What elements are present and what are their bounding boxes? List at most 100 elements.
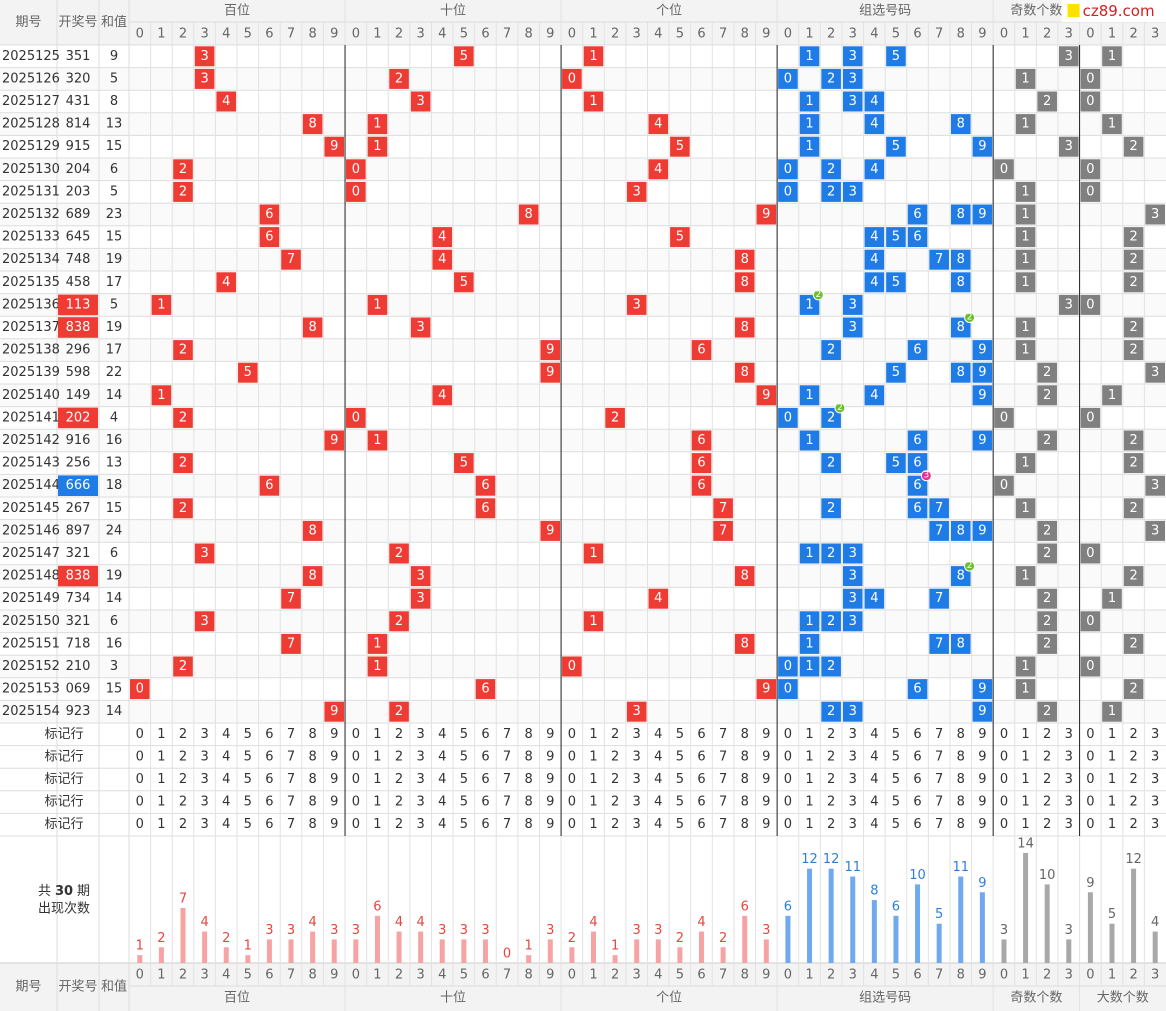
marker-digit: 9 xyxy=(978,817,986,832)
cell-mark xyxy=(799,543,820,564)
marker-digit: 1 xyxy=(157,772,165,787)
cell-mark xyxy=(173,656,193,677)
marker-label: 标记行 xyxy=(44,749,83,764)
marker-digit: 0 xyxy=(568,749,576,764)
marker-digit: 1 xyxy=(157,795,165,810)
column-label: 4 xyxy=(870,27,878,42)
marker-digit: 6 xyxy=(697,772,705,787)
cell-mark xyxy=(821,656,841,677)
cell-mark xyxy=(821,340,841,361)
column-label: 6 xyxy=(913,27,921,42)
count-bar xyxy=(266,939,272,963)
marker-digit: 7 xyxy=(719,749,727,764)
marker-digit: 1 xyxy=(373,727,381,742)
cell-digit: 2 xyxy=(827,704,835,719)
cell-digit: 2 xyxy=(1129,320,1137,335)
marker-digit: 3 xyxy=(417,749,425,764)
marker-digit: 5 xyxy=(244,772,252,787)
marker-digit: 8 xyxy=(525,772,533,787)
column-label: 0 xyxy=(784,27,792,42)
cell-digit: 4 xyxy=(870,275,878,290)
marker-digit: 8 xyxy=(741,749,749,764)
group-title: 十位 xyxy=(440,991,466,1006)
cell-mark xyxy=(1102,114,1122,135)
cell-mark xyxy=(194,46,215,67)
marker-digit: 2 xyxy=(1129,795,1137,810)
column-label: 8 xyxy=(525,968,533,983)
cell-mark xyxy=(1015,340,1036,361)
cell-digit: 6 xyxy=(697,343,705,358)
cell-mark xyxy=(151,294,172,315)
cell-digit: 2 xyxy=(1043,94,1051,109)
marker-digit: 9 xyxy=(330,749,338,764)
count-label: 6 xyxy=(373,899,381,914)
cell-mark xyxy=(173,498,193,519)
marker-digit: 0 xyxy=(1000,795,1008,810)
column-label: 7 xyxy=(503,27,511,42)
cell-digit: 7 xyxy=(935,636,943,651)
marker-digit: 2 xyxy=(611,795,619,810)
marker-digit: 3 xyxy=(849,727,857,742)
count-label: 1 xyxy=(136,939,144,954)
count-label: 6 xyxy=(741,899,749,914)
count-label: 4 xyxy=(200,915,208,930)
count-bar xyxy=(526,955,532,963)
cell-digit: 1 xyxy=(805,659,813,674)
cell-mark xyxy=(821,543,841,564)
cell-mark xyxy=(1080,543,1101,564)
cell-digit: 7 xyxy=(287,636,295,651)
column-label: 0 xyxy=(784,968,792,983)
marker-digit: 1 xyxy=(805,795,813,810)
issue: 2025143 xyxy=(2,456,60,471)
column-label: 3 xyxy=(417,27,425,42)
cell-mark xyxy=(670,227,690,248)
cell-digit: 7 xyxy=(719,523,727,538)
cell-mark xyxy=(886,272,906,293)
cell-digit: 2 xyxy=(827,546,835,561)
marker-digit: 8 xyxy=(308,795,316,810)
cell-digit: 2 xyxy=(179,456,187,471)
column-label: 0 xyxy=(352,968,360,983)
marker-digit: 7 xyxy=(503,749,511,764)
marker-digit: 8 xyxy=(957,795,965,810)
cell-mark xyxy=(821,159,841,180)
cell-digit: 7 xyxy=(719,501,727,516)
stats-caption: 出现次数 xyxy=(38,901,90,917)
count-label: 10 xyxy=(1039,868,1056,883)
column-label: 3 xyxy=(1065,968,1073,983)
cell-mark xyxy=(734,633,755,654)
cell-digit: 3 xyxy=(200,49,208,64)
column-label: 6 xyxy=(265,968,273,983)
marker-digit: 0 xyxy=(352,772,360,787)
cell-mark xyxy=(950,633,971,654)
cell-digit: 3 xyxy=(200,614,208,629)
repeat-badge xyxy=(834,402,846,414)
cell-mark xyxy=(1037,633,1057,654)
cell-mark xyxy=(1015,272,1036,293)
column-label: 3 xyxy=(1151,968,1159,983)
marker-digit: 0 xyxy=(1086,749,1094,764)
cell-digit: 3 xyxy=(1151,365,1159,380)
column-label: 1 xyxy=(1108,27,1116,42)
cell-mark xyxy=(1123,430,1144,451)
count-label: 12 xyxy=(823,852,840,867)
marker-digit: 7 xyxy=(935,772,943,787)
cell-mark xyxy=(173,181,193,202)
cell-mark xyxy=(346,159,366,180)
cell-mark xyxy=(778,181,798,202)
cell-digit: 2 xyxy=(1129,343,1137,358)
cell-digit: 0 xyxy=(1000,478,1008,493)
draw-number: 351 xyxy=(66,49,91,64)
marker-digit: 1 xyxy=(157,727,165,742)
cell-digit: 1 xyxy=(373,297,381,312)
cell-mark xyxy=(281,633,301,654)
cell-mark xyxy=(950,362,971,383)
column-label: 9 xyxy=(546,968,554,983)
sum: 15 xyxy=(106,230,123,245)
cell-mark xyxy=(302,520,323,541)
cell-digit: 8 xyxy=(308,569,316,584)
cell-mark xyxy=(367,114,388,135)
cell-mark xyxy=(1102,46,1122,67)
cell-mark xyxy=(929,520,949,541)
cell-mark xyxy=(950,317,971,338)
